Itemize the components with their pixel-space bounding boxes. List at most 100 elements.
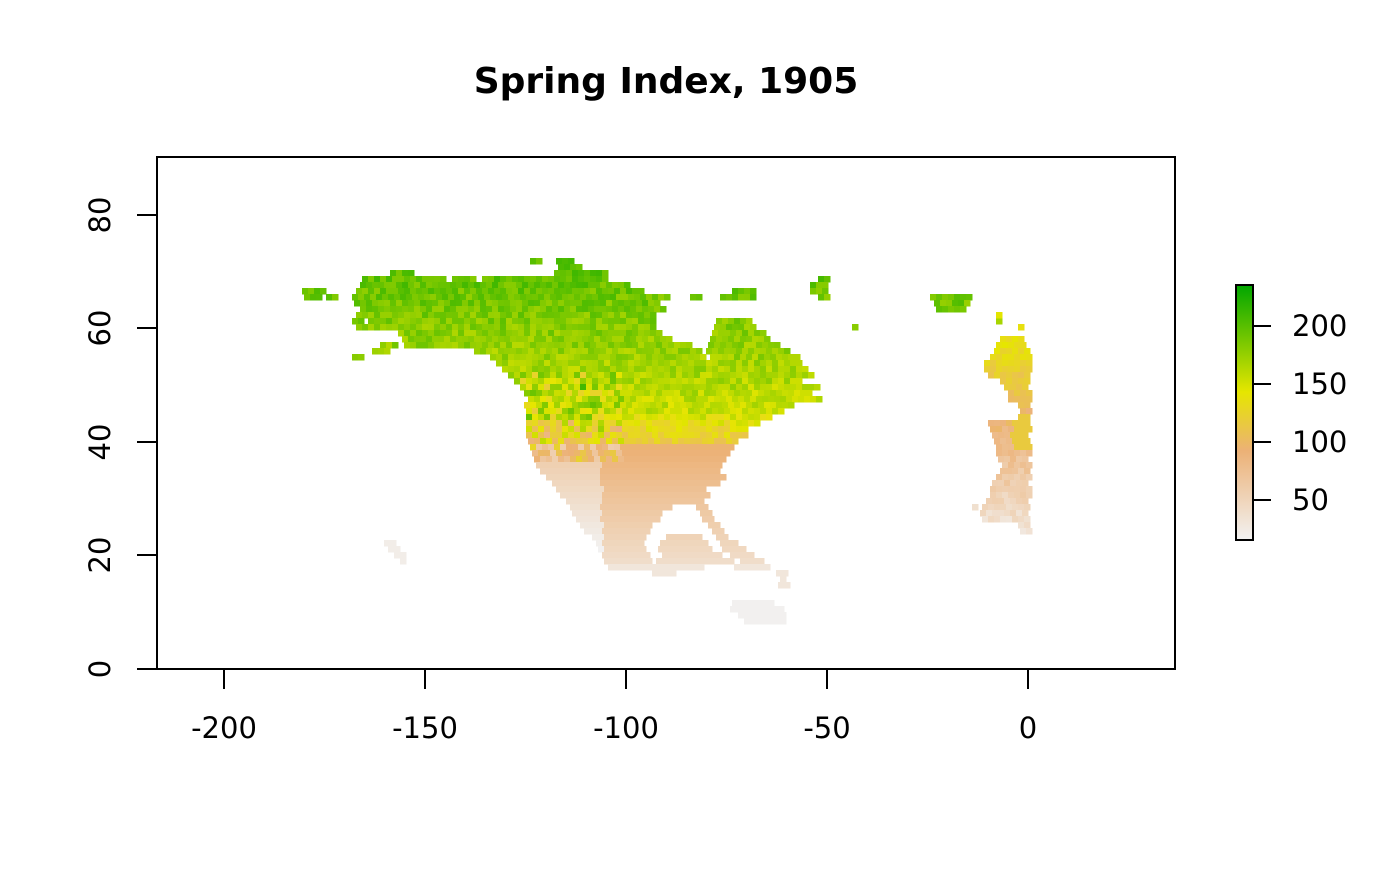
map-cell bbox=[470, 288, 477, 295]
map-cell bbox=[582, 282, 589, 289]
map-cell bbox=[784, 582, 791, 589]
map-cell bbox=[816, 288, 823, 295]
map-cell bbox=[562, 354, 569, 361]
map-cell bbox=[602, 510, 609, 517]
map-cell bbox=[416, 324, 423, 331]
map-cell bbox=[540, 348, 547, 355]
map-cell bbox=[620, 288, 627, 295]
map-cell bbox=[1020, 390, 1027, 397]
map-cell bbox=[606, 336, 613, 343]
map-cell bbox=[574, 486, 581, 493]
map-cell bbox=[676, 360, 683, 367]
map-cell bbox=[612, 438, 619, 445]
map-cell bbox=[570, 474, 577, 481]
map-cell bbox=[494, 318, 501, 325]
map-cell bbox=[498, 336, 505, 343]
map-cell bbox=[700, 426, 707, 433]
map-cell bbox=[420, 306, 427, 313]
map-cell bbox=[710, 552, 717, 559]
map-cell bbox=[428, 318, 435, 325]
map-cell bbox=[754, 384, 761, 391]
map-cell bbox=[726, 540, 733, 547]
map-cell bbox=[578, 312, 585, 319]
map-cell bbox=[570, 438, 577, 445]
map-cell bbox=[742, 372, 749, 379]
map-cell bbox=[638, 324, 645, 331]
map-cell bbox=[354, 300, 361, 307]
map-cell bbox=[744, 612, 751, 619]
map-cell bbox=[668, 462, 675, 469]
map-cell bbox=[592, 360, 599, 367]
map-cell bbox=[750, 396, 757, 403]
map-cell bbox=[590, 276, 597, 283]
map-cell bbox=[520, 354, 527, 361]
map-cell bbox=[720, 540, 727, 547]
map-cell bbox=[730, 372, 737, 379]
map-cell bbox=[556, 420, 563, 427]
map-cell bbox=[648, 438, 655, 445]
map-cell bbox=[512, 330, 519, 337]
map-cell bbox=[546, 282, 553, 289]
map-cell bbox=[748, 552, 755, 559]
map-cell bbox=[1020, 450, 1027, 457]
map-cell bbox=[654, 504, 661, 511]
map-cell bbox=[632, 330, 639, 337]
map-cell bbox=[1020, 396, 1027, 403]
map-cell bbox=[422, 330, 429, 337]
map-cell bbox=[400, 552, 407, 559]
map-cell bbox=[1020, 408, 1027, 415]
map-cell bbox=[604, 534, 611, 541]
map-cell bbox=[546, 300, 553, 307]
map-cell bbox=[796, 372, 803, 379]
map-cell bbox=[480, 336, 487, 343]
map-cell bbox=[590, 444, 597, 451]
map-cell bbox=[666, 534, 673, 541]
map-cell bbox=[628, 408, 635, 415]
map-cell bbox=[600, 396, 607, 403]
map-cell bbox=[780, 396, 787, 403]
map-cell bbox=[698, 558, 705, 565]
map-cell bbox=[624, 456, 631, 463]
map-cell bbox=[706, 378, 713, 385]
map-cell bbox=[504, 300, 511, 307]
map-cell bbox=[1014, 360, 1021, 367]
map-cell bbox=[638, 462, 645, 469]
map-cell bbox=[590, 270, 597, 277]
map-cell bbox=[536, 318, 543, 325]
map-cell bbox=[496, 354, 503, 361]
map-cell bbox=[400, 294, 407, 301]
y-axis: 0 20 40 60 80 bbox=[83, 197, 158, 678]
map-cell bbox=[464, 318, 471, 325]
legend-color-bar bbox=[1235, 284, 1254, 541]
map-cell bbox=[462, 336, 469, 343]
map-cell bbox=[440, 330, 447, 337]
map-cell bbox=[648, 348, 655, 355]
map-cell bbox=[692, 462, 699, 469]
map-cell bbox=[552, 438, 559, 445]
map-cell bbox=[492, 348, 499, 355]
map-cell bbox=[680, 402, 687, 409]
map-cell bbox=[520, 294, 527, 301]
map-cell bbox=[434, 288, 441, 295]
map-cell bbox=[572, 492, 579, 499]
map-cell bbox=[634, 366, 641, 373]
map-cell bbox=[718, 360, 725, 367]
map-cell bbox=[510, 348, 517, 355]
map-cell bbox=[568, 378, 575, 385]
map-cell bbox=[742, 552, 749, 559]
x-axis: -200 -150 -100 -50 0 bbox=[191, 668, 1037, 745]
map-cell bbox=[578, 510, 585, 517]
map-cell bbox=[556, 354, 563, 361]
map-cell bbox=[782, 402, 789, 409]
map-cell bbox=[570, 456, 577, 463]
map-cell bbox=[730, 420, 737, 427]
map-cell bbox=[998, 432, 1005, 439]
map-cell bbox=[538, 294, 545, 301]
map-cell bbox=[486, 300, 493, 307]
map-cell bbox=[702, 480, 709, 487]
map-cell bbox=[608, 402, 615, 409]
map-cell bbox=[754, 348, 761, 355]
map-cell bbox=[642, 396, 649, 403]
map-cell bbox=[578, 318, 585, 325]
